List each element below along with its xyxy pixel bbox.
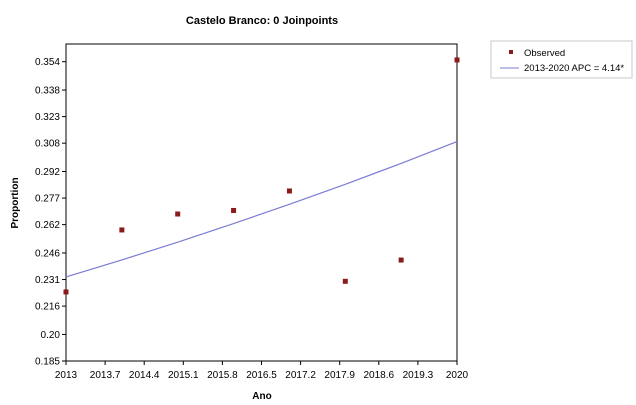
observed-point [398,257,404,263]
x-tick-label: 2018.6 [364,370,395,381]
legend: Observed 2013-2020 APC = 4.14* [490,40,633,79]
y-tick-label: 0.323 [35,112,60,123]
observed-point [63,289,69,295]
plot-area [65,43,458,362]
observed-point [231,207,237,213]
x-tick-label: 2016.5 [246,370,277,381]
x-axis-label: Ano [252,391,271,402]
y-tick-label: 0.262 [35,220,60,231]
legend-label-observed: Observed [524,48,565,59]
y-tick-label: 0.292 [35,167,60,178]
legend-label-trend: 2013-2020 APC = 4.14* [524,63,624,74]
y-tick-label: 0.277 [35,194,60,205]
observed-point [454,57,460,63]
trend-line [65,141,458,278]
x-tick-label: 2015.8 [207,370,238,381]
x-tick-label: 2013 [55,370,78,381]
series-layer [63,57,460,295]
observed-point [175,211,181,217]
observed-point [119,227,125,233]
x-tick-label: 2015.1 [168,370,199,381]
x-tick-label: 2013.7 [90,370,121,381]
y-tick-label: 0.354 [35,57,60,68]
x-tick-label: 2019.3 [403,370,434,381]
x-tick-label: 2017.9 [324,370,355,381]
y-tick-label: 0.231 [35,275,60,286]
y-axis-ticks: 0.185 0.20 0.216 0.231 0.246 0.262 0.277 0.292 0… [35,57,66,368]
y-tick-label: 0.20 [41,330,61,341]
observed-point [286,188,292,194]
x-tick-label: 2017.2 [285,370,316,381]
x-tick-label: 2014.4 [129,370,160,381]
legend-box [490,40,633,79]
x-tick-label: 2020 [446,370,469,381]
observed-point [342,278,348,284]
y-tick-label: 0.216 [35,302,60,313]
x-axis-ticks: 2013 2013.7 2014.4 2015.1 2015.8 2016.5 2017.2… [55,361,469,381]
chart-title: Castelo Branco: 0 Joinpoints [186,15,338,27]
y-tick-label: 0.185 [35,357,60,368]
legend-marker-observed [509,50,513,54]
y-tick-label: 0.246 [35,248,60,259]
y-tick-label: 0.338 [35,86,60,97]
y-axis-label: Proportion [10,177,21,228]
y-tick-label: 0.308 [35,139,60,150]
